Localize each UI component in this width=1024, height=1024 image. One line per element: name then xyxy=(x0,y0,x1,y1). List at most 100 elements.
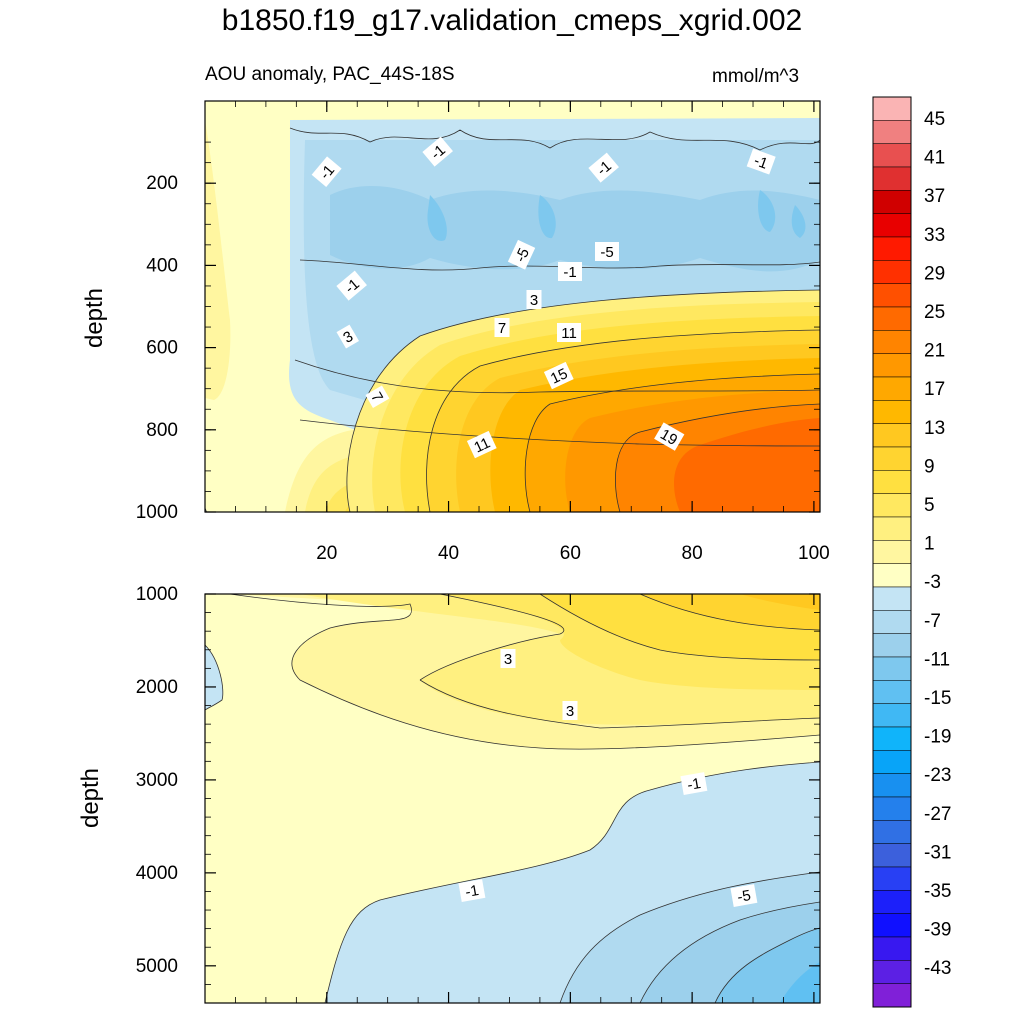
colorbar-swatch xyxy=(872,143,912,168)
colorbar-swatch xyxy=(872,586,912,611)
contour-label-box xyxy=(494,318,510,337)
contour-label: -5 xyxy=(507,239,536,270)
colorbar-swatch xyxy=(872,680,912,704)
contour-label: 3 xyxy=(562,701,578,720)
contour-label: 7 xyxy=(365,385,390,408)
colorbar-swatch xyxy=(872,120,912,144)
colorbar-swatch xyxy=(872,726,912,751)
contour-label: -5 xyxy=(730,884,758,907)
upper-contour-lines xyxy=(205,127,820,512)
x-tick-label: 80 xyxy=(682,543,703,564)
contour-label-box xyxy=(422,136,453,167)
colorbar-swatch xyxy=(872,563,912,588)
contour-label-box xyxy=(500,649,516,668)
x-tick-label: 100 xyxy=(798,543,830,564)
contour-label-box xyxy=(654,422,685,451)
contour-label-box xyxy=(595,242,619,261)
contour-label-text: 3 xyxy=(504,651,512,668)
contour-label: -5 xyxy=(595,242,619,261)
colorbar-swatch xyxy=(872,913,912,938)
contour-label-text: 7 xyxy=(498,320,506,337)
colorbar-label: 41 xyxy=(924,148,945,169)
contour-label: -1 xyxy=(422,136,453,167)
contour-label: 3 xyxy=(336,324,359,349)
contour-label: 15 xyxy=(543,361,574,390)
contour-label: 3 xyxy=(500,649,516,668)
contour-label-box xyxy=(336,324,359,349)
colorbar-swatch xyxy=(872,540,912,564)
colorbar-label: -3 xyxy=(924,572,941,593)
colorbar-label: 29 xyxy=(924,263,945,284)
colorbar-label: -43 xyxy=(924,958,951,979)
colorbar-label: 5 xyxy=(924,495,935,516)
lower-axes: 1000 2000 3000 4000 5000 depth xyxy=(77,584,820,1003)
colorbar-swatch xyxy=(872,166,912,191)
colorbar-label: 45 xyxy=(924,109,945,130)
y-tick-label: 200 xyxy=(146,173,178,194)
contour-label-text: 15 xyxy=(548,365,570,387)
colorbar-swatch xyxy=(872,493,912,518)
contour-label: 11 xyxy=(557,323,581,342)
colorbar-swatch xyxy=(872,633,912,658)
colorbar-swatch xyxy=(872,260,912,284)
contour-label-box xyxy=(588,152,619,183)
contour-label: -1 xyxy=(311,156,342,187)
colorbar-swatch xyxy=(872,936,912,961)
units-label: mmol/m^3 xyxy=(712,66,800,87)
contour-label: 7 xyxy=(494,318,510,337)
x-tick-label: 60 xyxy=(560,543,581,564)
contour-label: -1 xyxy=(558,262,582,281)
colorbar-swatch xyxy=(872,773,912,798)
colorbar-frame xyxy=(872,96,912,1008)
panel-subtitle: AOU anomaly, PAC_44S-18S xyxy=(205,64,455,85)
contour-label-text: 11 xyxy=(561,325,577,342)
y-tick-label: 3000 xyxy=(136,770,178,791)
contour-label-text: 3 xyxy=(530,292,538,309)
colorbar-label: 9 xyxy=(924,456,935,477)
contour-label-text: -1 xyxy=(686,775,702,794)
colorbar-swatch xyxy=(872,306,912,331)
colorbar-swatch xyxy=(872,843,912,868)
contour-label-box xyxy=(507,239,536,270)
y-tick-label: 1000 xyxy=(136,584,178,605)
contour-label: 19 xyxy=(654,422,685,451)
contour-label-box xyxy=(458,879,486,902)
colorbar-label: -35 xyxy=(924,881,951,902)
contour-label-box xyxy=(746,148,776,175)
contour-label-box xyxy=(466,430,497,459)
colorbar-label: 21 xyxy=(924,341,945,362)
contour-label-text: -1 xyxy=(563,264,576,281)
contour-label-text: -1 xyxy=(752,152,770,173)
contour-label: -1 xyxy=(588,152,619,183)
contour-label: 11 xyxy=(466,430,497,459)
contour-label-text: 11 xyxy=(472,434,493,456)
contour-label-box xyxy=(558,262,582,281)
colorbar-swatch xyxy=(872,516,912,541)
colorbar-label: 25 xyxy=(924,302,945,323)
contour-label-box xyxy=(730,884,758,907)
colorbar-swatch xyxy=(872,820,912,844)
colorbar-swatch xyxy=(872,960,912,984)
contour-label-box xyxy=(365,385,390,408)
lower-contour-labels: 3 3 -1 -1 -5 xyxy=(458,649,758,907)
colorbar-swatch xyxy=(872,190,912,214)
colorbar-label: 17 xyxy=(924,379,945,400)
contour-label: -1 xyxy=(680,772,708,795)
colorbar-swatch xyxy=(872,330,912,354)
colorbar-swatch xyxy=(872,236,912,261)
contour-label: -1 xyxy=(336,270,367,301)
colorbar-swatch xyxy=(872,353,912,378)
colorbar-label: 37 xyxy=(924,186,945,207)
y-tick-label: 600 xyxy=(146,338,178,359)
colorbar-label: 33 xyxy=(924,225,945,246)
y-tick-label: 800 xyxy=(146,420,178,441)
contour-label-text: -1 xyxy=(464,882,480,901)
colorbar-swatch xyxy=(872,446,912,471)
y-tick-label: 5000 xyxy=(136,956,178,977)
y-tick-label: 4000 xyxy=(136,863,178,884)
colorbar-label: -19 xyxy=(924,727,951,748)
colorbar-label: 13 xyxy=(924,418,945,439)
colorbar-label: -11 xyxy=(924,649,950,670)
colorbar-swatch xyxy=(872,703,912,728)
figure-title: b1850.f19_g17.validation_cmeps_xgrid.002 xyxy=(221,4,803,37)
